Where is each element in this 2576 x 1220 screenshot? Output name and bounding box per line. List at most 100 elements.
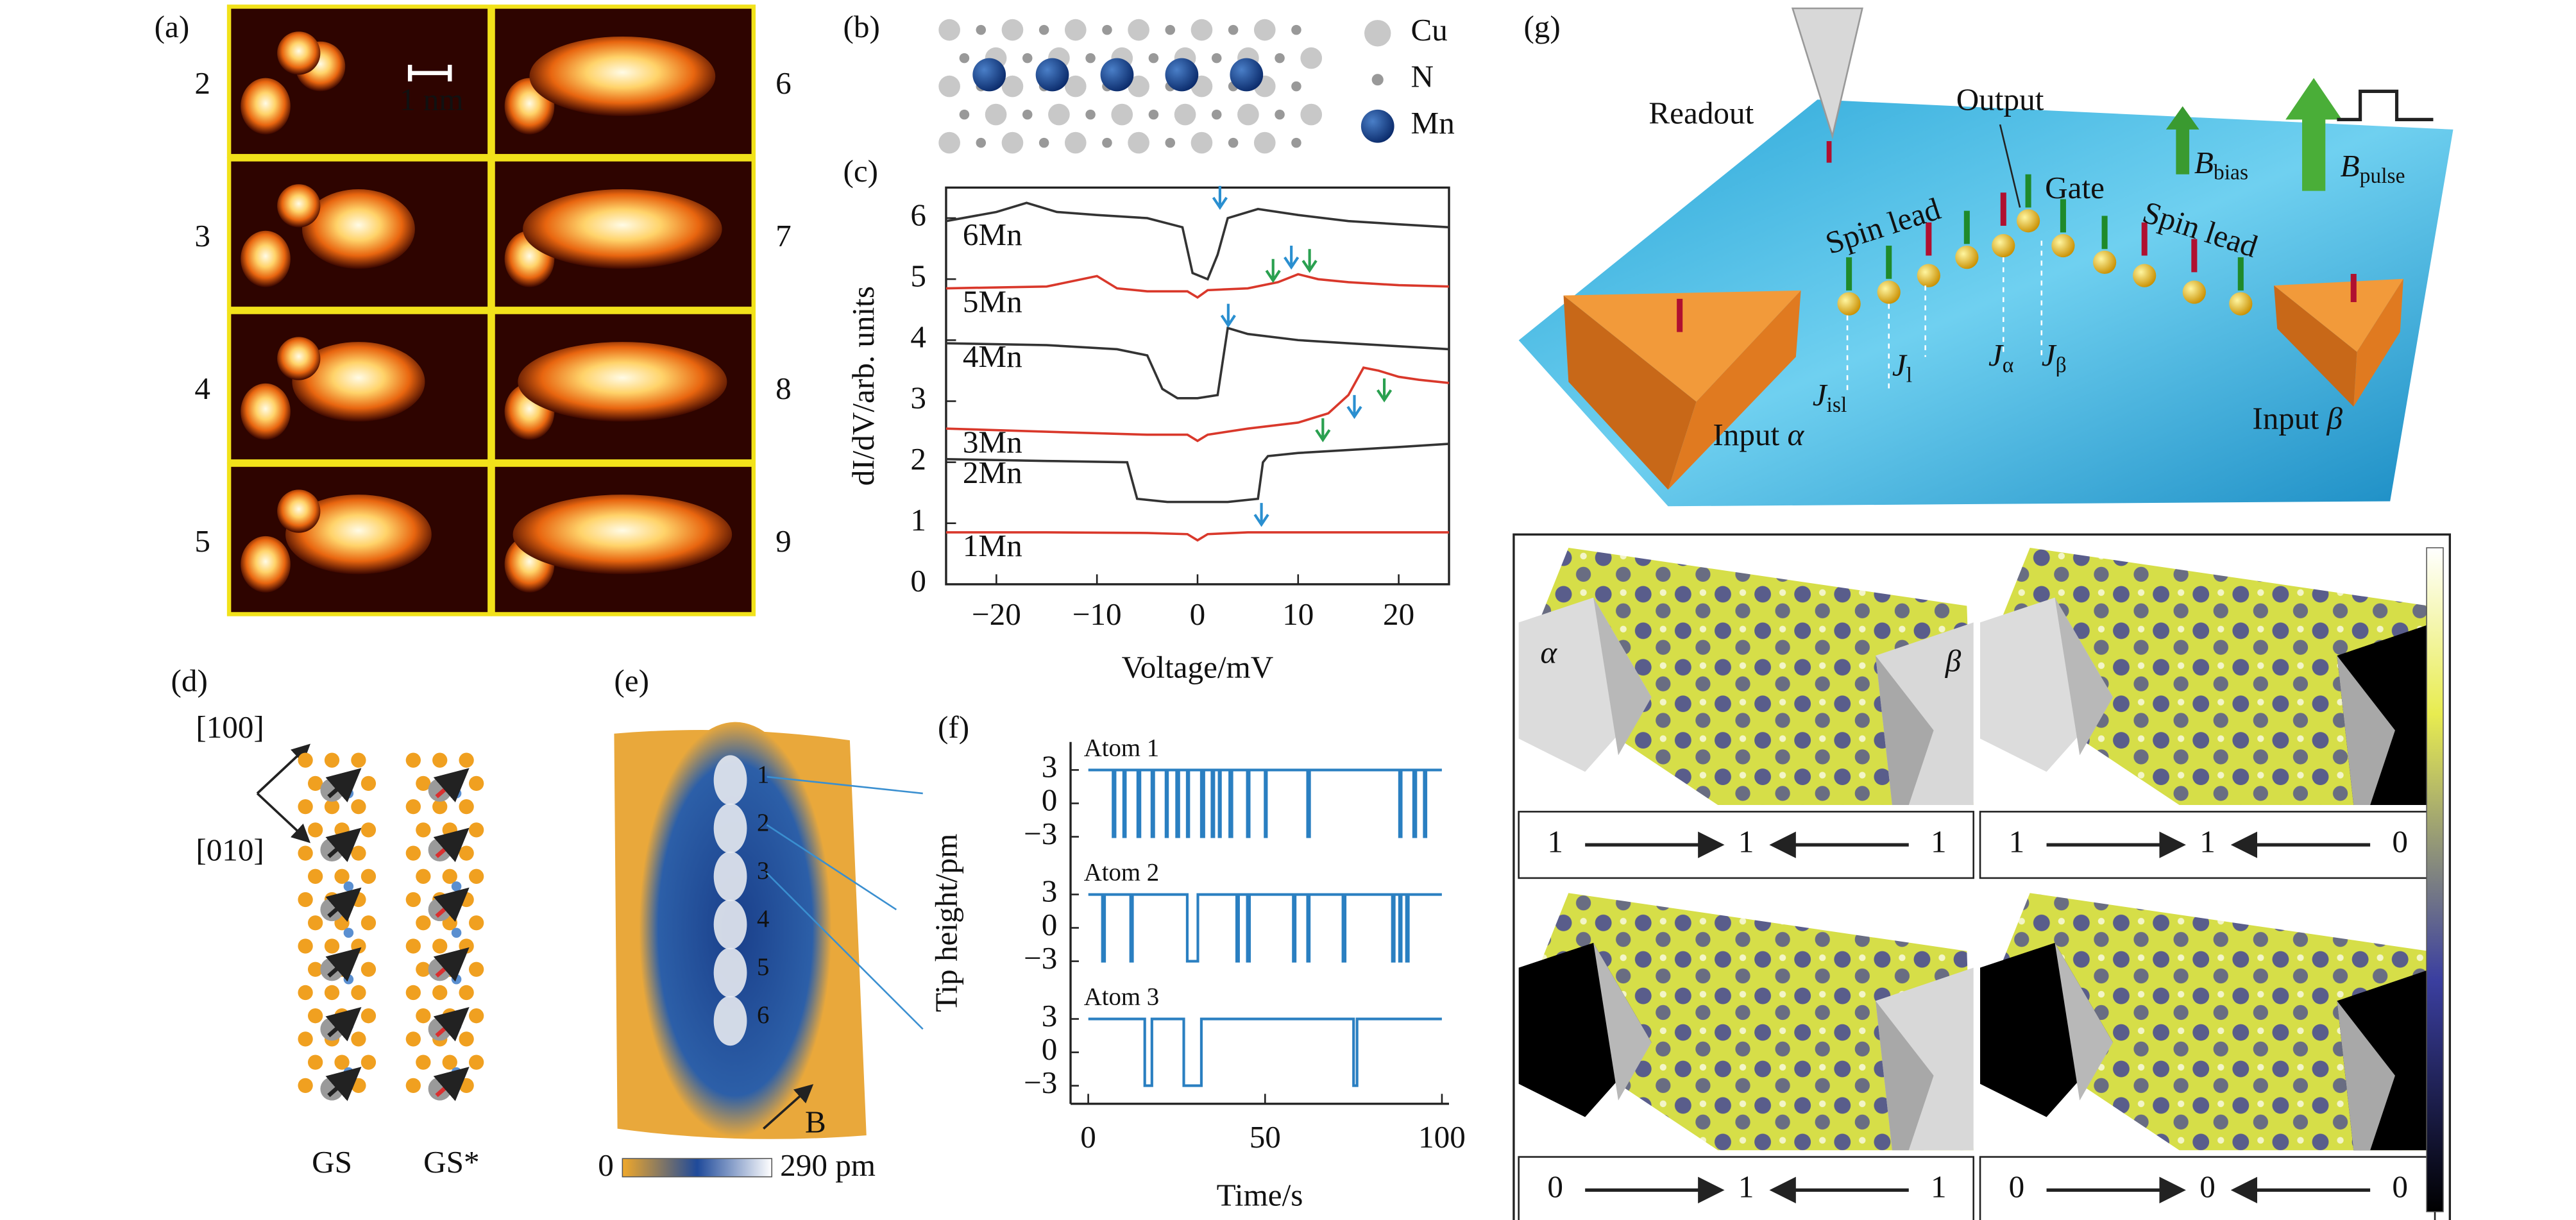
n-atom: [1291, 137, 1301, 148]
cu-dot: [351, 1031, 366, 1047]
n-atom: [1038, 137, 1049, 148]
cu-atom: [1001, 19, 1024, 41]
cu-dot: [405, 752, 421, 768]
n-atom: [1211, 53, 1222, 64]
label: −3: [1024, 816, 1057, 851]
cu-atom: [1064, 19, 1087, 41]
label: Atom 2: [1084, 859, 1159, 886]
cu-atom: [1237, 103, 1259, 126]
cu-dot: [351, 752, 366, 768]
label: 2: [194, 65, 210, 101]
lead-alpha-face: [1593, 942, 1652, 1101]
feature-arrow: [1301, 249, 1318, 273]
label: GS: [312, 1144, 352, 1180]
n-atom: [1275, 53, 1285, 64]
label: 0: [1042, 1031, 1058, 1067]
cu-dot: [405, 1031, 421, 1047]
mn-atom: [1035, 58, 1069, 92]
cu-dot: [405, 845, 421, 861]
label: 3Mn: [963, 424, 1022, 459]
label: −3: [1024, 940, 1057, 976]
cu-dot: [308, 868, 323, 884]
cu-dot: [298, 938, 313, 954]
atom: [2051, 233, 2075, 258]
cu-dot: [416, 1008, 431, 1024]
cu-dot: [459, 1078, 474, 1093]
symbol: B: [2194, 145, 2214, 180]
label: 5Mn: [963, 284, 1022, 319]
cu-dot: [360, 822, 377, 838]
cu-atom: [1191, 131, 1213, 154]
mn-bump: [713, 803, 747, 854]
label: Atom 3: [1084, 983, 1159, 1011]
label: 1: [910, 502, 926, 538]
cu-atom: [1300, 103, 1323, 126]
cu-atom: [1300, 47, 1323, 69]
symbol: J: [1892, 348, 1908, 383]
label: 2: [910, 441, 926, 477]
label: 4: [757, 905, 769, 933]
cu-dot: [308, 915, 323, 931]
colorbar: [622, 1158, 773, 1178]
cu-dot: [324, 985, 340, 1001]
spin-arrow: [325, 827, 362, 863]
spectrum-line: [945, 531, 1449, 542]
label: B: [805, 1105, 826, 1140]
subscript: l: [1906, 363, 1912, 387]
atom-blob: [241, 383, 291, 440]
mn-ball: [428, 897, 452, 922]
spin-arrow: [325, 768, 362, 802]
mn-atom: [1100, 58, 1134, 92]
cu-dot: [360, 1055, 377, 1070]
label: 3: [910, 380, 926, 416]
cu-dot: [459, 938, 474, 954]
atom: [1955, 246, 1979, 269]
n-atom: [959, 109, 970, 120]
spectrum-line: [945, 326, 1450, 400]
input-alpha-top: [1563, 290, 1801, 402]
cu-dot: [334, 1055, 350, 1070]
n-dot: [343, 788, 354, 799]
spin-arrow: [433, 827, 470, 863]
label: 0: [2009, 1169, 2025, 1205]
label: 1 nm: [400, 82, 464, 117]
subscript: pulse: [2360, 164, 2405, 188]
cu-dot: [308, 1008, 323, 1024]
lead-alpha-face: [2055, 942, 2114, 1101]
chain-blob: [523, 189, 722, 269]
n-dot: [451, 974, 462, 985]
spectrum-line: [945, 201, 1450, 281]
cu-atom: [1064, 75, 1087, 97]
cu-dot: [459, 985, 474, 1001]
mn-ball: [428, 958, 452, 981]
label: 3: [757, 857, 769, 885]
cu-dot: [459, 752, 474, 768]
n-dot: [343, 928, 354, 938]
cu-dot: [432, 938, 448, 954]
telegraph-trace: [1088, 1017, 1442, 1087]
n-atom: [1291, 81, 1301, 92]
mn-ball: [320, 897, 344, 922]
sim-surface: [1518, 893, 1974, 1151]
label: 1: [2199, 824, 2216, 859]
cu-dot: [469, 822, 484, 838]
label: 3: [1042, 998, 1058, 1033]
cu-dot: [308, 962, 323, 977]
label: 0: [1190, 597, 1206, 632]
cu-atom: [1128, 75, 1149, 97]
cu-atom: [985, 103, 1007, 126]
n-atom: [1022, 53, 1033, 64]
subscript: α: [2003, 353, 2014, 377]
cu-atom: [1111, 103, 1133, 126]
label: (g): [1523, 9, 1560, 44]
label: 1: [1931, 824, 1947, 859]
n-atom: [1165, 137, 1176, 148]
cu-atom: [1191, 19, 1213, 41]
spectrum-line: [945, 366, 1450, 443]
cu-dot: [416, 822, 431, 838]
field-arrow: [763, 1084, 814, 1130]
lead-beta-face: [1876, 1001, 1934, 1151]
feature-arrow: [1253, 503, 1269, 527]
symbol-label: Bbias: [2194, 145, 2248, 184]
label: Cu: [1411, 12, 1447, 47]
